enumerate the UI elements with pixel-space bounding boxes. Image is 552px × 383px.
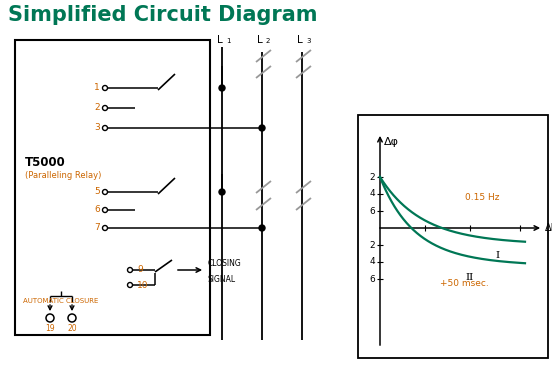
Text: 2: 2 [369, 241, 375, 249]
Text: ΔF: ΔF [545, 223, 552, 233]
Text: Simplified Circuit Diagram: Simplified Circuit Diagram [8, 5, 317, 25]
Text: 6: 6 [369, 275, 375, 283]
Text: 5: 5 [94, 188, 100, 196]
Text: 3: 3 [94, 123, 100, 133]
Circle shape [103, 226, 108, 231]
Text: 1: 1 [94, 83, 100, 93]
Text: (Paralleling Relay): (Paralleling Relay) [25, 170, 102, 180]
Text: 7: 7 [94, 224, 100, 232]
Text: 6: 6 [94, 206, 100, 214]
Text: 0.15 Hz: 0.15 Hz [465, 193, 500, 203]
Text: L: L [257, 35, 263, 45]
Text: II: II [466, 273, 474, 283]
Circle shape [103, 105, 108, 111]
Text: Δφ: Δφ [384, 137, 399, 147]
Circle shape [219, 189, 225, 195]
Text: 2: 2 [94, 103, 100, 113]
Text: CLOSING: CLOSING [208, 259, 242, 268]
Text: 3: 3 [306, 38, 310, 44]
Text: +50 msec.: +50 msec. [440, 278, 489, 288]
Circle shape [259, 125, 265, 131]
Text: 10: 10 [137, 280, 148, 290]
Circle shape [259, 225, 265, 231]
Text: L: L [217, 35, 223, 45]
Circle shape [68, 314, 76, 322]
Circle shape [103, 208, 108, 213]
Bar [358, 115, 548, 358]
Text: T5000: T5000 [25, 155, 66, 169]
Text: 9: 9 [137, 265, 143, 275]
Text: 2: 2 [369, 172, 375, 182]
Text: 19: 19 [45, 324, 55, 333]
Text: L: L [297, 35, 303, 45]
Circle shape [103, 126, 108, 131]
Circle shape [219, 85, 225, 91]
Circle shape [128, 283, 132, 288]
Text: AUTOMATIC CLOSURE: AUTOMATIC CLOSURE [23, 298, 99, 304]
Text: I: I [496, 252, 500, 260]
Text: 4: 4 [369, 190, 375, 198]
Text: 4: 4 [369, 257, 375, 267]
Circle shape [46, 314, 54, 322]
Circle shape [128, 267, 132, 272]
Text: SIGNAL: SIGNAL [208, 275, 236, 284]
Text: 20: 20 [67, 324, 77, 333]
Text: 1: 1 [226, 38, 231, 44]
Circle shape [103, 190, 108, 195]
Text: 6: 6 [369, 206, 375, 216]
Text: 2: 2 [266, 38, 270, 44]
Bar [15, 40, 210, 335]
Circle shape [103, 85, 108, 90]
